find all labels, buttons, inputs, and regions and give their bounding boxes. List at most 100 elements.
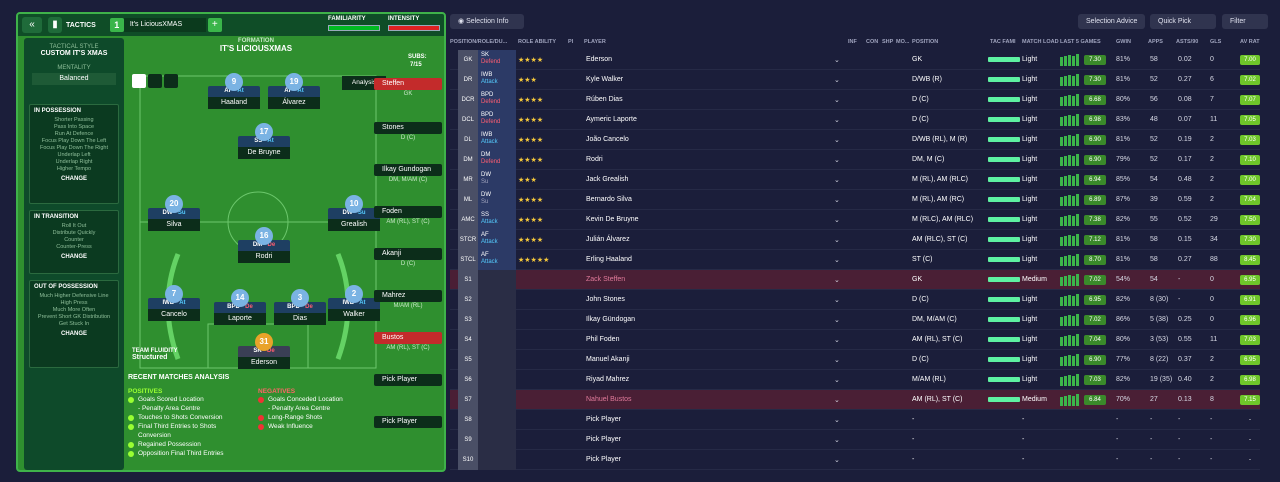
out-of-possession-box[interactable]: OUT OF POSSESSION Much Higher Defensive …: [29, 280, 119, 368]
role-duty[interactable]: SK Defend: [478, 50, 516, 70]
role-duty[interactable]: IWB Attack: [478, 130, 516, 150]
col-pi[interactable]: PI: [568, 39, 574, 45]
col-position[interactable]: POSITION: [912, 39, 939, 45]
sub-slot[interactable]: Ilkay Gundogan DM, M/AM (C): [374, 164, 442, 183]
sub-slot[interactable]: Mahrez M/AM (RL): [374, 290, 442, 309]
table-row[interactable]: ML DW Su ★★★★ Bernardo Silva ⌄ M (RL), AM (RC)…: [450, 190, 1260, 210]
chevron-down-icon[interactable]: ⌄: [834, 177, 840, 184]
sub-slot[interactable]: Steffen GK: [374, 78, 442, 97]
list-icon[interactable]: [164, 74, 178, 88]
table-row[interactable]: S10 Pick Player ⌄ - - - - - - -: [450, 450, 1260, 470]
player-name[interactable]: Erling Haaland: [586, 256, 632, 263]
table-row[interactable]: S8 Pick Player ⌄ - - - - - - -: [450, 410, 1260, 430]
player-name[interactable]: Kyle Walker: [586, 76, 624, 83]
col-con[interactable]: CON: [866, 39, 879, 45]
role-duty[interactable]: AF Attack: [478, 230, 516, 250]
col-player[interactable]: PLAYER: [584, 39, 606, 45]
change-button[interactable]: CHANGE: [60, 176, 87, 182]
player-name[interactable]: Phil Foden: [586, 336, 620, 343]
table-row[interactable]: S1 Zack Steffen ⌄ GK Medium 7.02 54% 54 - 0 6.95: [450, 270, 1260, 290]
player-card[interactable]: 20 DW - Su Silva: [148, 195, 200, 232]
in-possession-box[interactable]: IN POSSESSION Shorter Passing Pass Into …: [29, 104, 119, 204]
role-duty[interactable]: BPD Defend: [478, 90, 516, 110]
player-name[interactable]: Pick Player: [586, 436, 622, 443]
player-name[interactable]: Pick Player: [586, 456, 622, 463]
chevron-down-icon[interactable]: ⌄: [834, 77, 840, 84]
col-position-role[interactable]: POSITION/ROLE/DU...: [450, 39, 508, 45]
chevron-down-icon[interactable]: ⌄: [834, 317, 840, 324]
col-asts90[interactable]: ASTS/90: [1176, 39, 1199, 45]
sub-slot[interactable]: Foden AM (RL), ST (C): [374, 206, 442, 225]
info-icon[interactable]: [132, 74, 146, 88]
role-duty[interactable]: DM Defend: [478, 150, 516, 170]
stats-icon[interactable]: [148, 74, 162, 88]
role-duty[interactable]: BPD Defend: [478, 110, 516, 130]
player-name[interactable]: Ederson: [586, 56, 613, 63]
formation-name[interactable]: IT'S LICIOUSXMAS: [219, 44, 293, 53]
player-name[interactable]: Pick Player: [586, 416, 622, 423]
table-row[interactable]: GK SK Defend ★★★★ Ederson ⌄ GK Light 7.30 81% 58 0.…: [450, 50, 1260, 70]
role-duty[interactable]: SS Attack: [478, 210, 516, 230]
col-role-ability[interactable]: ROLE ABILITY: [518, 39, 556, 45]
table-row[interactable]: MR DW Su ★★★ Jack Grealish ⌄ M (RL), AM (RLC) L…: [450, 170, 1260, 190]
col-gls[interactable]: GLS: [1210, 39, 1222, 45]
player-name[interactable]: Zack Steffen: [586, 276, 626, 283]
player-card[interactable]: 9 AF - At Haaland: [208, 73, 260, 110]
table-row[interactable]: S9 Pick Player ⌄ - - - - - - -: [450, 430, 1260, 450]
chevron-down-icon[interactable]: ⌄: [834, 337, 840, 344]
chevron-down-icon[interactable]: ⌄: [834, 237, 840, 244]
player-card[interactable]: 14 BPD - De Laporte: [214, 289, 266, 326]
change-button[interactable]: CHANGE: [60, 254, 87, 260]
table-row[interactable]: S4 Phil Foden ⌄ AM (RL), ST (C) Light 7.04 80%…: [450, 330, 1260, 350]
player-name[interactable]: Julián Álvarez: [586, 236, 630, 243]
table-row[interactable]: DL IWB Attack ★★★★ João Cancelo ⌄ D/WB (RL), M…: [450, 130, 1260, 150]
chevron-down-icon[interactable]: ⌄: [834, 257, 840, 264]
player-card[interactable]: 2 IWB - At Walker: [328, 285, 380, 322]
chevron-down-icon[interactable]: ⌄: [834, 117, 840, 124]
player-card[interactable]: 31 SK - De Ederson: [238, 333, 290, 370]
col-match-load[interactable]: MATCH LOAD: [1022, 39, 1059, 45]
player-name[interactable]: Manuel Akanji: [586, 356, 630, 363]
quick-pick-button[interactable]: Quick Pick: [1150, 14, 1216, 29]
player-name[interactable]: Aymeric Laporte: [586, 116, 637, 123]
player-name[interactable]: John Stones: [586, 296, 625, 303]
col-tac-fami[interactable]: TAC FAMI: [990, 39, 1016, 45]
table-row[interactable]: S6 Riyad Mahrez ⌄ M/AM (RL) Light 7.03 82% 19 (…: [450, 370, 1260, 390]
sub-slot[interactable]: Bustos AM (RL), ST (C): [374, 332, 442, 351]
selection-info-dropdown[interactable]: ◉ Selection Info: [450, 14, 524, 29]
chevron-down-icon[interactable]: ⌄: [834, 357, 840, 364]
table-row[interactable]: S5 Manuel Akanji ⌄ D (C) Light 6.90 77% 8 (22) 0…: [450, 350, 1260, 370]
player-name[interactable]: Nahuel Bustos: [586, 396, 632, 403]
chevron-down-icon[interactable]: ⌄: [834, 417, 840, 424]
table-row[interactable]: DCR BPD Defend ★★★★ Rúben Dias ⌄ D (C) Light 6.6…: [450, 90, 1260, 110]
role-duty[interactable]: DW Su: [478, 190, 516, 210]
col-av-rat[interactable]: AV RAT: [1240, 39, 1260, 45]
table-row[interactable]: DM DM Defend ★★★★ Rodri ⌄ DM, M (C) Light 6.90 79…: [450, 150, 1260, 170]
chevron-down-icon[interactable]: ⌄: [834, 377, 840, 384]
table-row[interactable]: S7 Nahuel Bustos ⌄ AM (RL), ST (C) Medium 6.8…: [450, 390, 1260, 410]
player-name[interactable]: Riyad Mahrez: [586, 376, 630, 383]
player-name[interactable]: Rúben Dias: [586, 96, 623, 103]
table-row[interactable]: AMC SS Attack ★★★★ Kevin De Bruyne ⌄ M (RLC), …: [450, 210, 1260, 230]
chevron-down-icon[interactable]: ⌄: [834, 397, 840, 404]
chevron-down-icon[interactable]: ⌄: [834, 137, 840, 144]
chevron-down-icon[interactable]: ⌄: [834, 197, 840, 204]
table-row[interactable]: S2 John Stones ⌄ D (C) Light 6.95 82% 8 (30) - 0 6…: [450, 290, 1260, 310]
player-name[interactable]: João Cancelo: [586, 136, 629, 143]
table-row[interactable]: DCL BPD Defend ★★★★ Aymeric Laporte ⌄ D (C) Lig…: [450, 110, 1260, 130]
table-row[interactable]: STCL AF Attack ★★★★★ Erling Haaland ⌄ ST (C) Li…: [450, 250, 1260, 270]
player-card[interactable]: 17 SS - At De Bruyne: [238, 123, 290, 160]
add-tactic-button[interactable]: +: [207, 18, 222, 32]
recent-matches-heading[interactable]: RECENT MATCHES ANALYSIS: [128, 374, 230, 381]
change-button[interactable]: CHANGE: [60, 331, 87, 337]
chevron-down-icon[interactable]: ⌄: [834, 97, 840, 104]
chevron-down-icon[interactable]: ⌄: [834, 457, 840, 464]
player-name[interactable]: Bernardo Silva: [586, 196, 632, 203]
player-name[interactable]: Rodri: [586, 156, 603, 163]
chevron-down-icon[interactable]: ⌄: [834, 297, 840, 304]
chevron-down-icon[interactable]: ⌄: [834, 217, 840, 224]
chevron-down-icon[interactable]: ⌄: [834, 57, 840, 64]
collapse-button[interactable]: «: [22, 17, 42, 33]
player-card[interactable]: 7 IWB - At Cancelo: [148, 285, 200, 322]
player-card[interactable]: 19 AF - At Álvarez: [268, 73, 320, 110]
